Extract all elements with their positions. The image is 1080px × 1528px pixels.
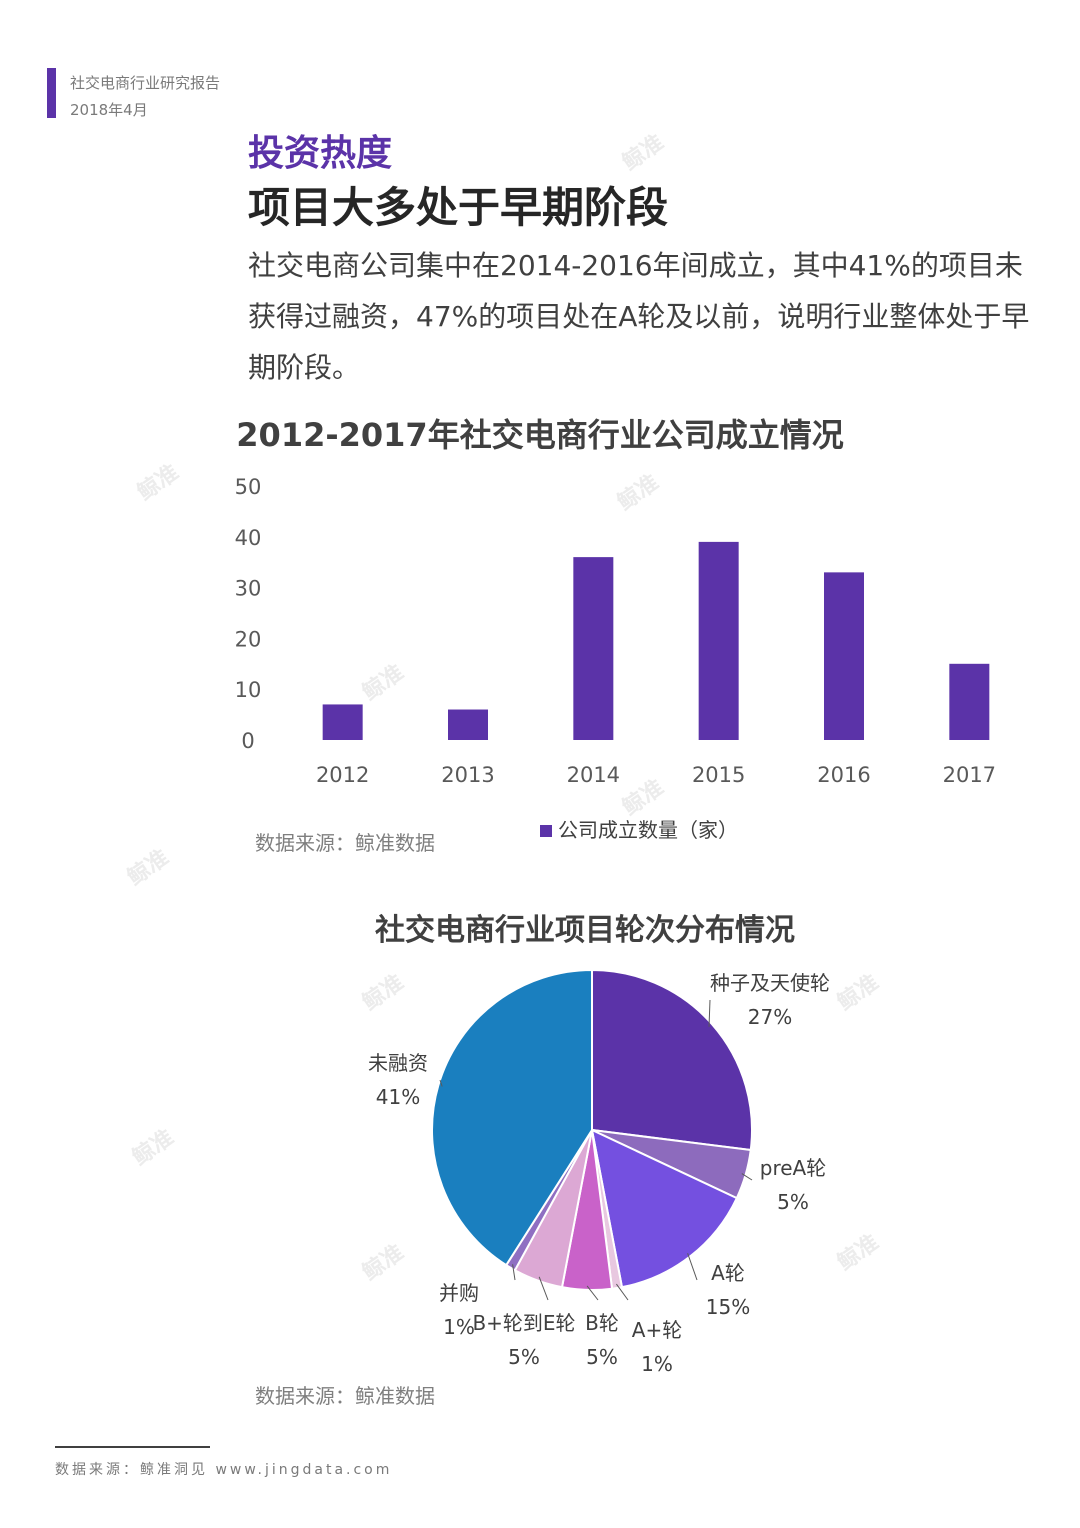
bar-2013 [448,709,488,740]
y-tick-label: 0 [241,729,254,753]
bar-2014 [573,557,614,740]
pie-leader-line [512,1264,516,1281]
pie-leader-line [708,999,711,1027]
bar-chart-legend: 公司成立数量（家） [540,814,738,843]
pie-slice-label: A轮 [711,1261,745,1285]
bar-chart-source: 数据来源：鲸准数据 [255,831,435,855]
x-tick-label: 2017 [943,763,996,787]
pie-slice-label: B轮 [585,1311,619,1335]
footer-source: 数据来源：鲸准洞见 www.jingdata.com [55,1462,393,1478]
report-date: 2018年4月 [70,101,148,119]
pie-chart-title: 社交电商行业项目轮次分布情况 [375,913,795,948]
pie-slice-label: A+轮 [632,1318,682,1342]
pie-slice-percent: 15% [706,1295,750,1319]
pie-leader-line [741,1173,753,1181]
y-tick-label: 10 [235,678,262,702]
legend-label: 公司成立数量（家） [558,818,738,842]
pie-chart-source: 数据来源：鲸准数据 [255,1384,435,1408]
header-accent-bar [47,68,56,118]
pie-slice-percent: 5% [508,1345,540,1369]
bar-2017 [949,663,990,740]
pie-slice-label: 并购 [439,1281,479,1305]
pie-leader-line [538,1276,549,1301]
x-tick-label: 2012 [316,763,369,787]
bar-2012 [322,704,363,740]
pie-slice-percent: 1% [443,1315,475,1339]
pie-leader-line [687,1253,698,1281]
bar-chart-title: 2012-2017年社交电商行业公司成立情况 [236,416,844,454]
pie-slice-label: B+轮到E轮 [472,1311,575,1335]
footer-divider [55,1446,210,1448]
pie-slice-label: 种子及天使轮 [710,971,830,995]
pie-leader-line [439,1079,443,1087]
report-title: 社交电商行业研究报告 [70,74,221,92]
headline: 项目大多处于早期阶段 [248,183,669,232]
pie-slice-label: preA轮 [760,1156,826,1180]
legend-swatch [540,825,552,837]
pie-slice-percent: 1% [641,1352,673,1376]
pie-slice-percent: 27% [748,1005,792,1029]
y-tick-label: 20 [235,627,262,651]
bar-2015 [698,541,739,740]
y-tick-label: 40 [235,526,262,550]
y-tick-label: 50 [235,475,262,499]
x-tick-label: 2015 [692,763,745,787]
pie-slice-percent: 5% [777,1190,809,1214]
x-tick-label: 2013 [441,763,494,787]
intro-paragraph: 社交电商公司集中在2014-2016年间成立，其中41%的项目未获得过融资，47… [248,249,1030,384]
section-title: 投资热度 [248,133,393,174]
bar-2016 [824,572,864,740]
pie-slice-percent: 5% [586,1345,618,1369]
pie-slice [591,968,753,1152]
pie-leader-line [586,1285,599,1301]
pie-slice [431,968,593,1267]
pie-slice-label: 未融资 [368,1051,428,1075]
y-tick-label: 30 [235,577,262,601]
pie-leader-line [615,1283,629,1301]
x-tick-label: 2014 [567,763,620,787]
x-tick-label: 2016 [817,763,870,787]
pie-slice-percent: 41% [376,1085,420,1109]
pie-slice [590,1128,739,1289]
